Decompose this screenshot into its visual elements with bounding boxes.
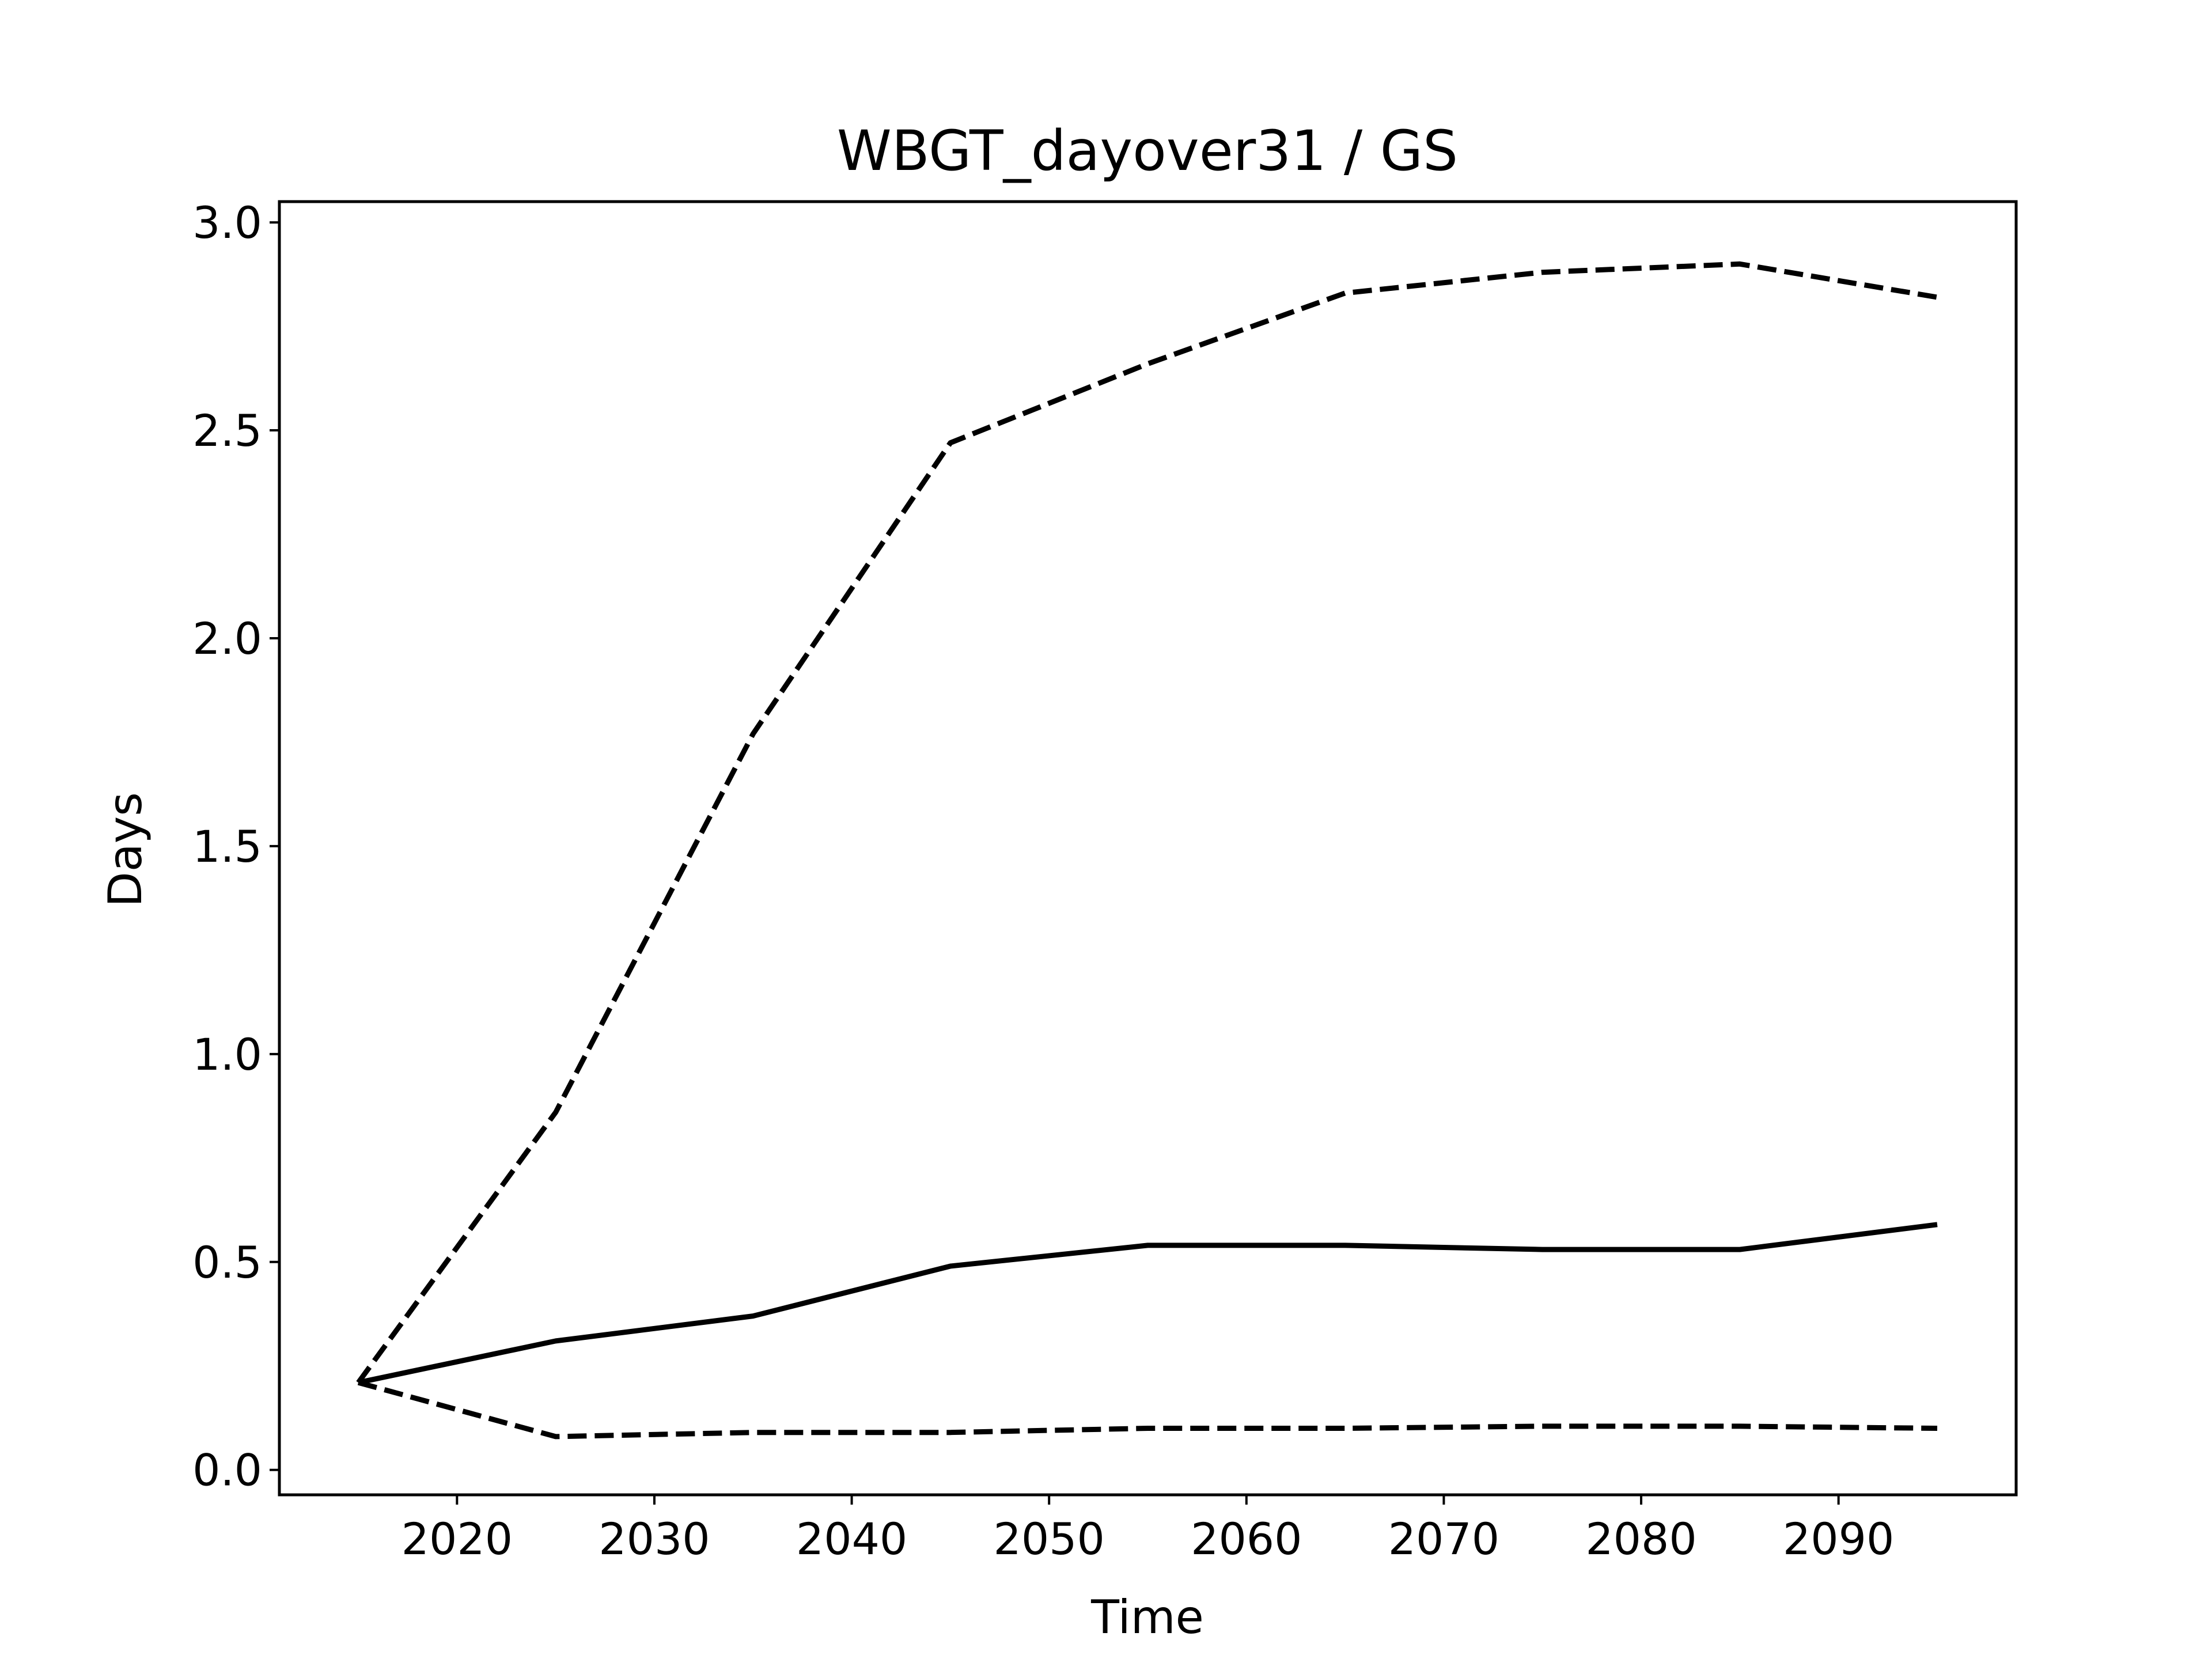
y-tick-label: 0.5 <box>192 1237 262 1288</box>
y-axis: 0.0 0.5 1.0 1.5 2.0 2.5 3.0 <box>192 197 279 1496</box>
chart-title: WBGT_dayover31 / GS <box>837 119 1458 183</box>
y-tick-label: 1.0 <box>192 1029 262 1080</box>
series-line-1 <box>358 1222 1938 1385</box>
x-tick-label: 2050 <box>993 1513 1104 1565</box>
y-tick-label: 3.0 <box>192 197 262 248</box>
y-axis-label: Days <box>99 792 152 907</box>
plot-frame <box>278 200 2018 1497</box>
x-tick-label: 2070 <box>1388 1513 1499 1565</box>
x-tick-label: 2030 <box>599 1513 710 1565</box>
y-tick-label: 2.0 <box>192 613 262 664</box>
x-axis: 2020 2030 2040 2050 2060 2070 2080 2090 <box>402 1495 1894 1565</box>
y-tick-label: 0.0 <box>192 1445 262 1496</box>
x-tick-label: 2020 <box>402 1513 513 1565</box>
y-tick-label: 2.5 <box>192 405 262 456</box>
series-line-3 <box>357 1380 1938 1440</box>
series-line-2 <box>356 261 1938 1384</box>
plot-lines <box>356 261 1938 1440</box>
x-tick-label: 2090 <box>1783 1513 1894 1565</box>
y-tick-label: 1.5 <box>192 821 262 872</box>
x-tick-label: 2060 <box>1191 1513 1302 1565</box>
x-axis-label: Time <box>1090 1590 1204 1644</box>
x-tick-label: 2040 <box>796 1513 907 1565</box>
x-tick-label: 2080 <box>1585 1513 1696 1565</box>
